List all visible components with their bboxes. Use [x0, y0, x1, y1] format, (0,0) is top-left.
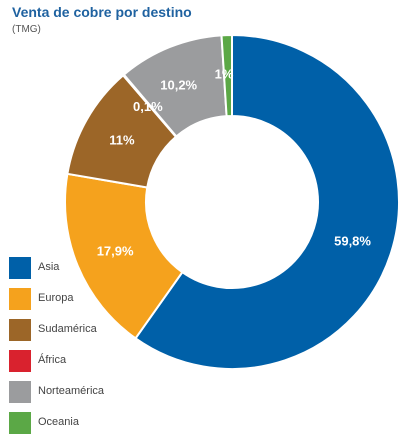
slice-label-oceania: 1% — [215, 67, 234, 82]
legend-label-europa: Europa — [38, 292, 74, 304]
legend-item-sudamerica: Sudamérica — [9, 319, 149, 341]
legend-item-norteamerica: Norteamérica — [9, 381, 149, 403]
legend-swatch-africa — [9, 350, 31, 372]
legend: Asia Europa Sudamérica África Norteaméri… — [9, 257, 149, 437]
legend-item-europa: Europa — [9, 288, 149, 310]
chart-title: Venta de cobre por destino — [12, 4, 192, 20]
legend-label-sudamerica: Sudamérica — [38, 323, 97, 335]
legend-label-oceania: Oceania — [38, 416, 79, 428]
legend-item-oceania: Oceania — [9, 412, 149, 434]
slice-europa — [64, 172, 184, 340]
slice-label-norteamerica: 10,2% — [160, 78, 197, 93]
slice-asia — [134, 33, 400, 370]
slice-label-europa: 17,9% — [97, 243, 134, 258]
legend-item-asia: Asia — [9, 257, 149, 279]
legend-label-norteamerica: Norteamérica — [38, 385, 105, 397]
legend-swatch-oceania — [9, 412, 31, 434]
chart-subtitle: (TMG) — [12, 24, 41, 35]
legend-swatch-sudamerica — [9, 319, 31, 341]
slice-label-asia: 59,8% — [334, 233, 371, 248]
legend-item-africa: África — [9, 350, 149, 372]
legend-swatch-norteamerica — [9, 381, 31, 403]
slice-label-africa: 0,1% — [133, 99, 163, 114]
legend-label-africa: África — [38, 354, 67, 366]
legend-label-asia: Asia — [38, 261, 60, 273]
slice-label-sudamerica: 11% — [109, 133, 135, 148]
slice-oceania — [220, 33, 233, 118]
legend-swatch-europa — [9, 288, 31, 310]
legend-swatch-asia — [9, 257, 31, 279]
